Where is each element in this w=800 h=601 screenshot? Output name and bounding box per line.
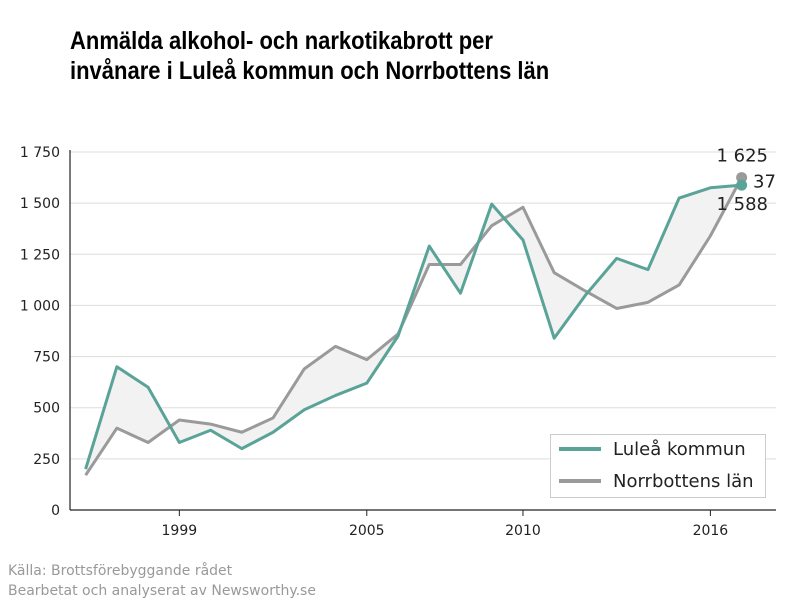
y-tick-label: 250: [33, 452, 60, 468]
x-tick-label: 2016: [693, 523, 729, 539]
series-line-lulea: [84, 183, 742, 470]
legend: Luleå kommun Norrbottens län: [550, 434, 766, 498]
series-line-norrbotten: [84, 176, 743, 477]
legend-swatch-lulea: [559, 447, 601, 451]
chart-title-line-2: invånare i Luleå kommun och Norrbottens …: [70, 57, 550, 85]
end-label-lulea: 1 588: [716, 194, 768, 215]
y-tick-label: 500: [33, 401, 60, 417]
y-tick-label: 1 750: [20, 145, 60, 161]
end-label-norrbotten: 1 625: [716, 146, 768, 167]
source-line-1: Källa: Brottsförebyggande rådet: [8, 563, 233, 579]
x-tick-label: 2010: [505, 523, 541, 539]
grid-lines: [70, 151, 776, 460]
x-axis: 1999 2005 2010 2016: [69, 150, 776, 539]
difference-area: [85, 177, 742, 476]
source-note: Källa: Brottsförebyggande rådet Bearbeta…: [8, 561, 316, 601]
legend-swatch-norrbotten: [559, 479, 601, 483]
y-tick-label: 0: [51, 503, 60, 519]
y-tick-label: 1 250: [20, 247, 60, 263]
legend-label-norrbotten: Norrbottens län: [613, 470, 754, 492]
source-line-2: Bearbetat och analyserat av Newsworthy.s…: [8, 583, 316, 599]
y-axis-tick-labels: 0 250 500 750 1 000 1 250 1 500 1 750: [20, 145, 60, 519]
series-lines: [84, 176, 743, 477]
y-tick-label: 1 000: [20, 298, 60, 314]
end-point-norrbotten: [736, 172, 748, 184]
end-point-lulea: [736, 179, 748, 191]
legend-item-norrbotten: Norrbottens län: [551, 467, 754, 495]
y-tick-label: 1 500: [20, 196, 60, 212]
chart-title: Anmälda alkohol- och narkotikabrott per …: [70, 26, 668, 86]
difference-band: [85, 177, 742, 476]
y-tick-label: 750: [33, 350, 60, 366]
chart-title-line-1: Anmälda alkohol- och narkotikabrott per: [70, 27, 493, 55]
x-tick-label: 1999: [162, 523, 198, 539]
end-label-difference: 37: [753, 171, 776, 192]
legend-item-lulea: Luleå kommun: [551, 435, 746, 463]
x-tick-label: 2005: [349, 523, 385, 539]
legend-label-lulea: Luleå kommun: [613, 438, 746, 460]
